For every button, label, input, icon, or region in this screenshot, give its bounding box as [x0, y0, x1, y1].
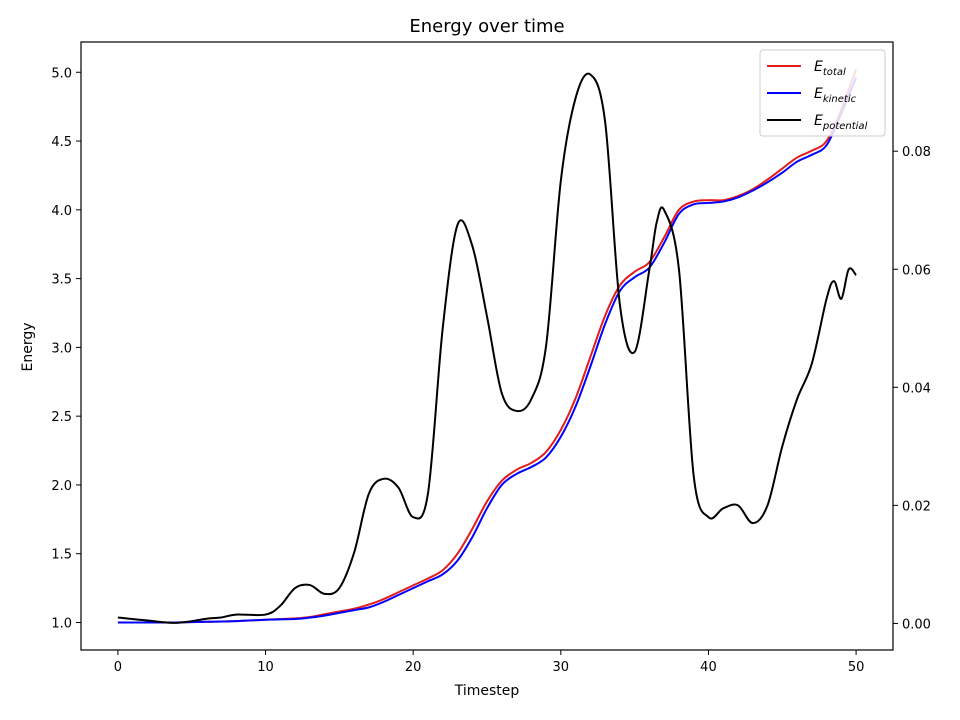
- series-line-total: [117, 69, 858, 624]
- chart-title: Energy over time: [409, 16, 564, 37]
- legend: Etotal Ekinetic Epotential: [759, 49, 886, 137]
- legend-label-potential: Epotential: [814, 113, 868, 132]
- series-layer: [117, 69, 858, 624]
- y2-tick-label: 0.04: [902, 381, 931, 396]
- x-tick-label: 40: [700, 660, 717, 675]
- series-line-potential: [117, 72, 857, 624]
- y-tick-label: 4.0: [51, 204, 72, 219]
- y2-tick-label: 0.06: [902, 263, 931, 278]
- x-tick-label: 0: [114, 660, 122, 675]
- y2-tick-label: 0.00: [902, 617, 931, 632]
- y-tick-label: 5.0: [51, 66, 72, 81]
- series-line-kinetic: [117, 77, 858, 624]
- plot-frame: [80, 41, 894, 651]
- y-tick-label: 3.0: [51, 341, 72, 356]
- x-tick-label: 50: [848, 660, 865, 675]
- y-tick-label: 2.5: [51, 410, 72, 425]
- y-tick-label: 4.5: [51, 135, 72, 150]
- legend-label-total: Etotal: [814, 59, 846, 78]
- x-tick-label: 30: [553, 660, 570, 675]
- y2-tick-label: 0.08: [902, 145, 931, 160]
- y-tick-label: 1.5: [51, 548, 72, 563]
- y-tick-label: 2.0: [51, 479, 72, 494]
- ticks-layer: 0 10 20 30 40 50 1.0 1.5 2.0 2.5 3.0 3.5 4.0 4.5 5.0 0.…: [51, 66, 931, 675]
- x-tick-label: 10: [257, 660, 274, 675]
- x-axis-label: Timestep: [454, 683, 520, 699]
- legend-label-kinetic: Ekinetic: [814, 86, 857, 105]
- y-tick-label: 1.0: [51, 616, 72, 631]
- x-tick-label: 20: [405, 660, 422, 675]
- legend-box: [759, 49, 886, 137]
- y2-tick-label: 0.02: [902, 499, 931, 514]
- y-axis-label: Energy: [20, 322, 36, 371]
- y-tick-label: 3.5: [51, 273, 72, 288]
